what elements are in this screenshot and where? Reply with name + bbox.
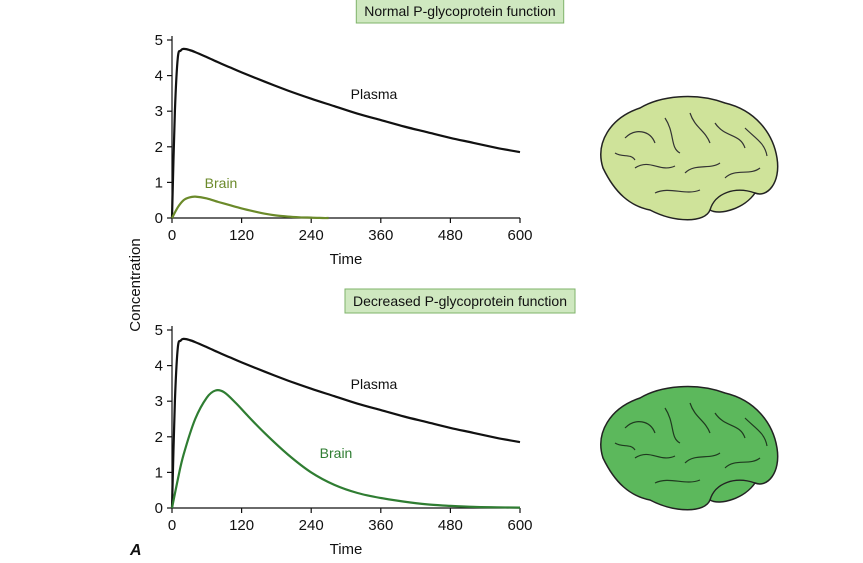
x-tick-label-decreased: 600	[507, 517, 532, 534]
y-tick-label-normal: 3	[155, 103, 163, 120]
y-tick-label-normal: 1	[155, 174, 163, 191]
chart-normal: 0 1 2 3 4 5 0 120 240 360 480 600 Time Plasma Brain	[155, 32, 533, 268]
title-normal: Normal P-glycoprotein function	[364, 3, 555, 19]
brain-illustration-light	[600, 95, 779, 221]
x-axis-label-normal: Time	[330, 251, 363, 268]
x-tick-label-decreased: 360	[368, 517, 393, 534]
x-tick-label-decreased: 120	[229, 517, 254, 534]
y-axis-label: Concentration	[127, 238, 144, 331]
series-line-plasma-normal	[170, 47, 521, 219]
panel-title-normal: Normal P-glycoprotein function	[355, 0, 565, 24]
y-tick-label-normal: 2	[155, 139, 163, 156]
x-tick-label-normal: 480	[438, 227, 463, 244]
brain-light-outline	[600, 95, 779, 221]
chart-decreased: 0 1 2 3 4 5 0 120 240 360 480 600 Time Plasma Brain	[155, 322, 533, 558]
series-label-plasma-decreased: Plasma	[351, 376, 398, 392]
series-label-brain-normal: Brain	[205, 175, 238, 191]
x-tick-label-normal: 0	[168, 227, 176, 244]
y-tick-label-normal: 0	[155, 210, 163, 227]
brain-dark-outline	[600, 385, 779, 511]
series-label-plasma-normal: Plasma	[351, 86, 398, 102]
series-line-plasma-decreased	[170, 337, 521, 509]
x-axis-label-decreased: Time	[330, 541, 363, 558]
y-tick-label-decreased: 2	[155, 429, 163, 446]
y-tick-label-decreased: 1	[155, 464, 163, 481]
y-tick-label-decreased: 4	[155, 358, 163, 375]
panel-letter: A	[129, 542, 142, 559]
series-label-brain-decreased: Brain	[320, 445, 353, 461]
x-tick-label-normal: 120	[229, 227, 254, 244]
panel-title-decreased: Decreased P-glycoprotein function	[344, 288, 576, 314]
x-tick-label-decreased: 0	[168, 517, 176, 534]
brain-dark-cerebellum	[709, 479, 756, 501]
brain-illustration-dark	[600, 385, 779, 511]
series-line-brain-decreased	[170, 389, 521, 509]
y-tick-label-decreased: 0	[155, 500, 163, 517]
title-box-decreased	[344, 288, 576, 314]
y-tick-label-decreased: 5	[155, 322, 163, 339]
y-tick-label-normal: 4	[155, 68, 163, 85]
y-tick-label-decreased: 3	[155, 393, 163, 410]
x-tick-label-normal: 240	[299, 227, 324, 244]
x-tick-label-normal: 360	[368, 227, 393, 244]
x-tick-label-decreased: 240	[299, 517, 324, 534]
brain-dark-folds	[614, 402, 768, 484]
title-box-normal	[355, 0, 565, 24]
title-decreased: Decreased P-glycoprotein function	[353, 293, 567, 309]
y-tick-label-normal: 5	[155, 32, 163, 49]
x-tick-label-normal: 600	[507, 227, 532, 244]
series-line-brain-normal	[171, 195, 329, 220]
x-tick-label-decreased: 480	[438, 517, 463, 534]
brain-light-folds	[614, 112, 768, 194]
brain-light-cerebellum	[709, 189, 756, 211]
